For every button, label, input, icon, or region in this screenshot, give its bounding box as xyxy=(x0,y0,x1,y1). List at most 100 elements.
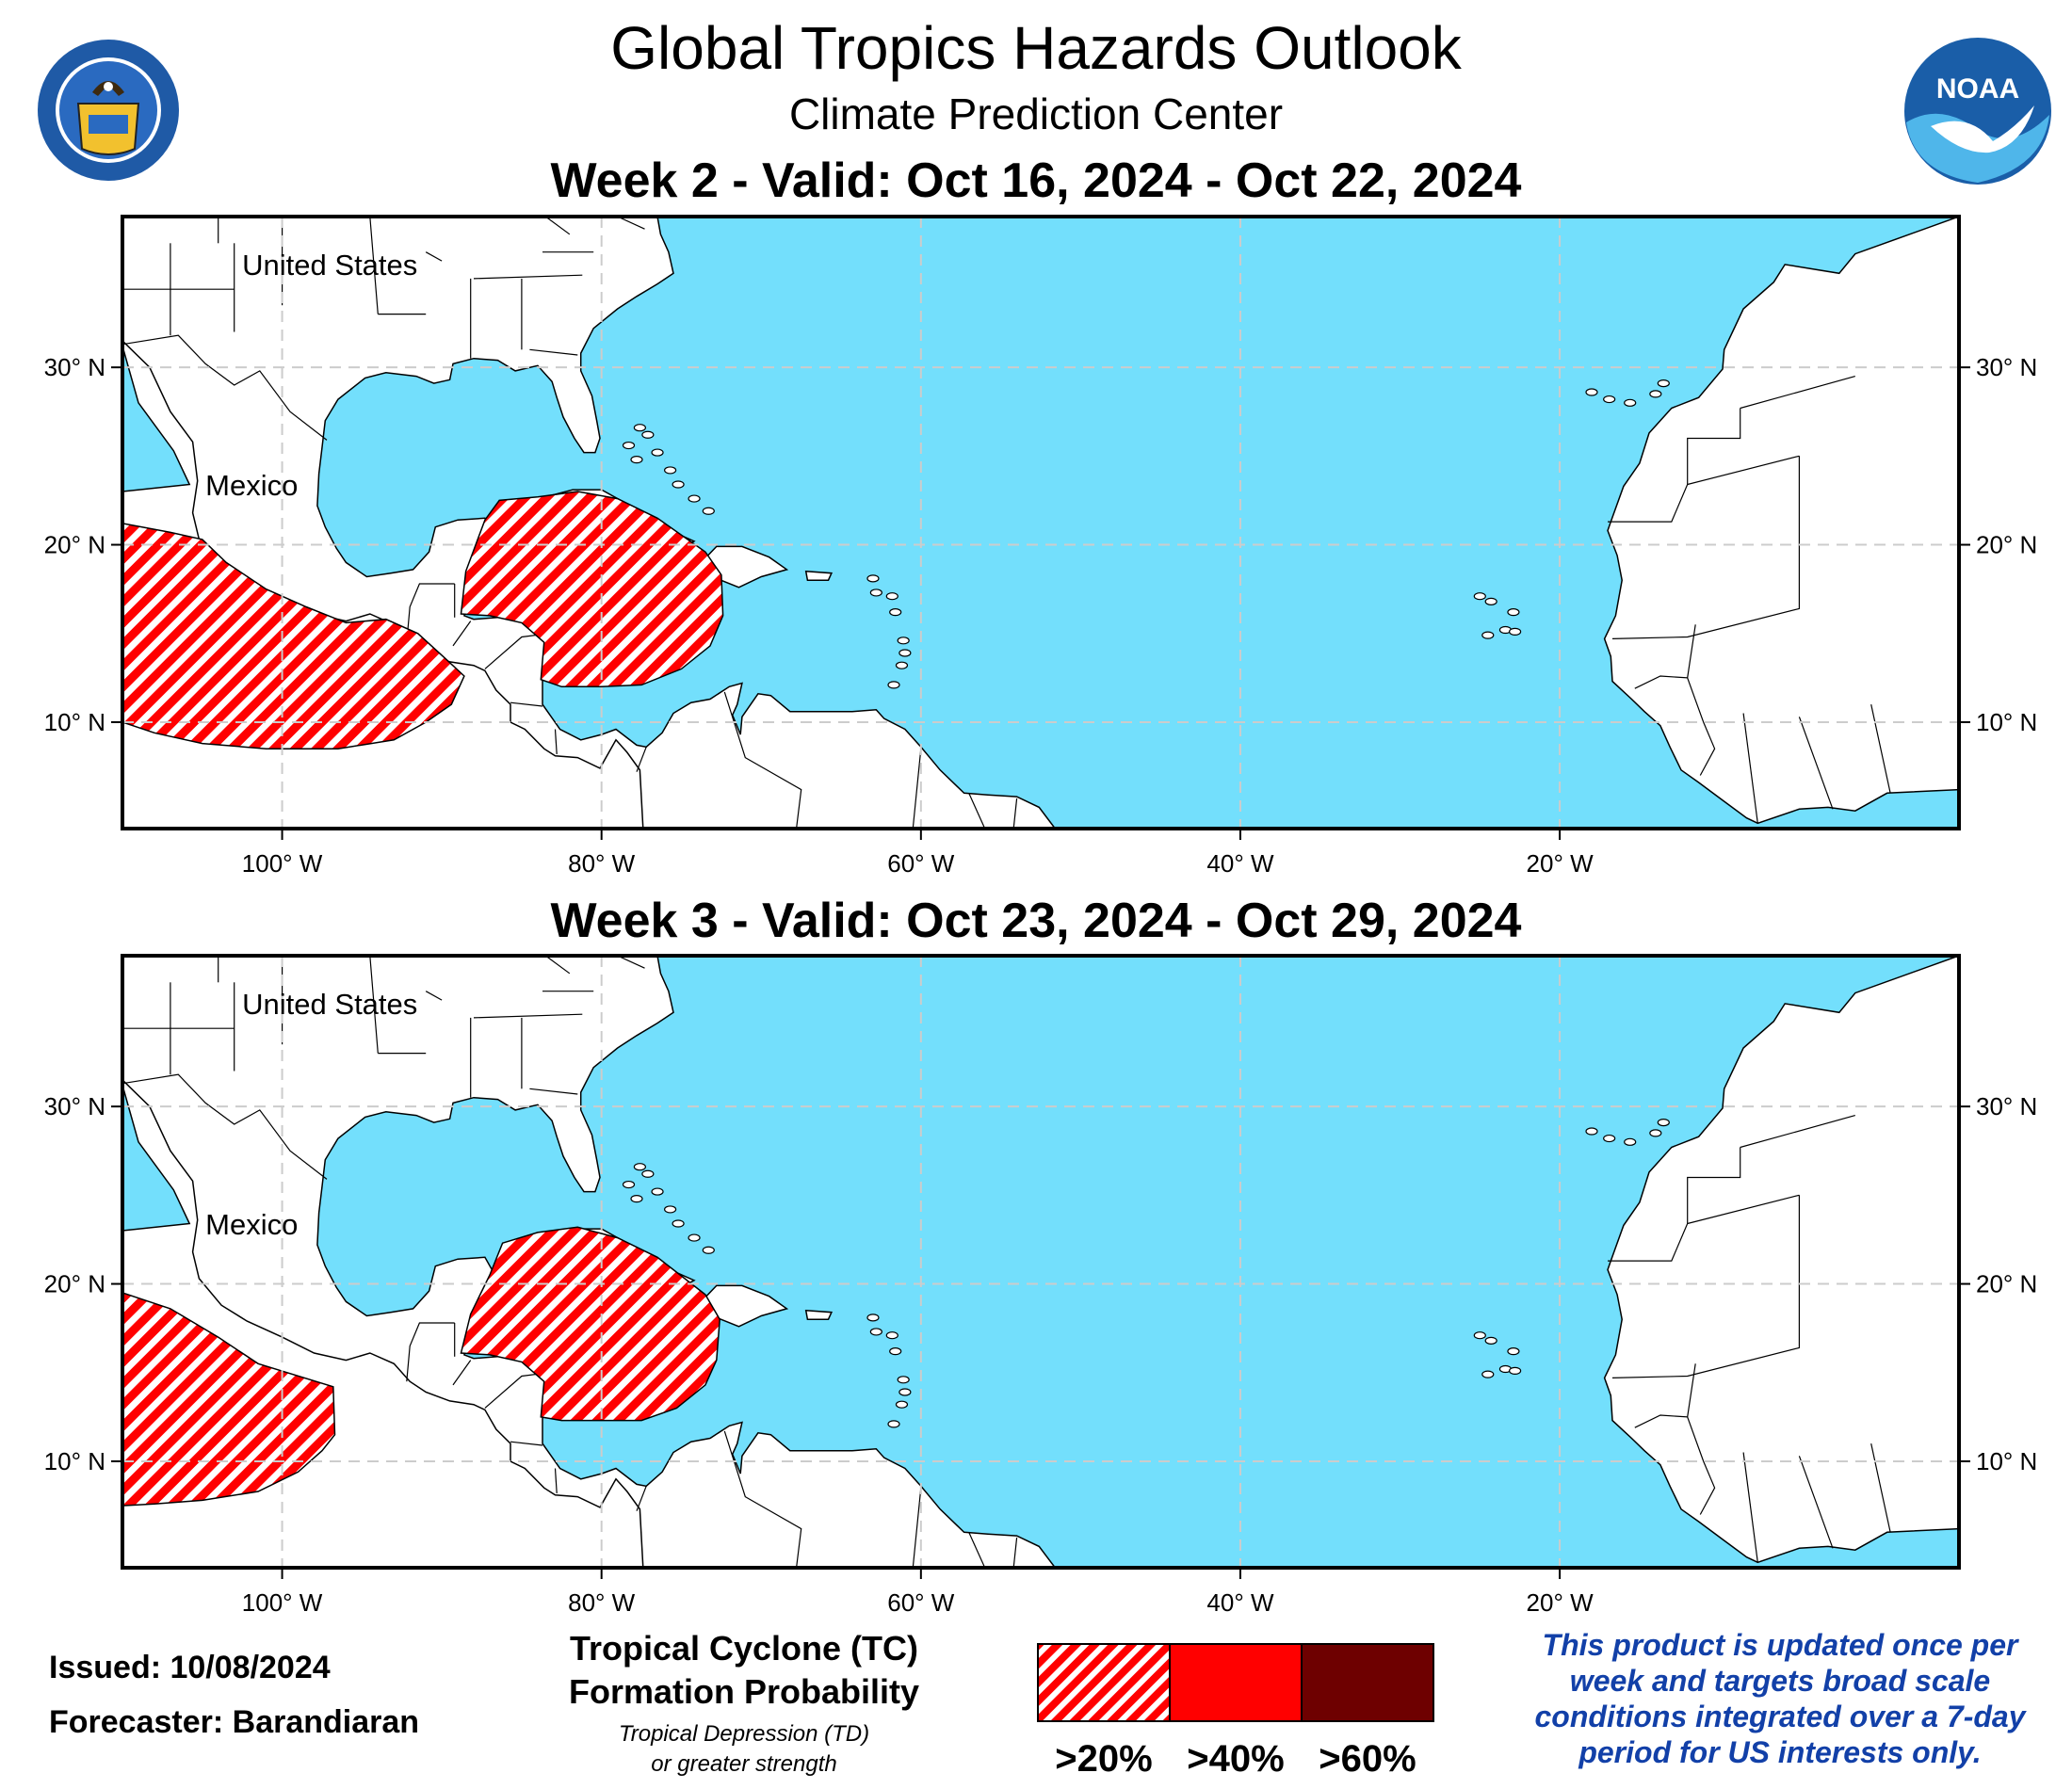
island xyxy=(1473,592,1486,601)
island xyxy=(1585,388,1598,396)
island xyxy=(630,456,643,464)
border-line xyxy=(1687,1416,1716,1515)
week3-map: United States Mexico 30° N 30° N 20° N 20° N 1… xyxy=(44,954,2037,1617)
lat-label-left: 20° N xyxy=(44,1270,105,1298)
border-line xyxy=(968,1532,986,1568)
hazard-area-eastern-pacific xyxy=(122,523,465,749)
svg-text:NOAA: NOAA xyxy=(1936,73,2019,105)
border-line xyxy=(406,583,455,643)
island xyxy=(885,592,898,601)
border-line xyxy=(1634,624,1696,689)
border-line xyxy=(912,749,922,829)
lat-label-right: 10° N xyxy=(1976,708,2037,736)
land-west-africa xyxy=(1603,217,1959,825)
border-line xyxy=(1687,677,1716,776)
island xyxy=(672,480,685,489)
island xyxy=(1603,395,1616,404)
border-line xyxy=(1870,703,1891,794)
island xyxy=(633,1163,646,1171)
lat-label-right: 20° N xyxy=(1976,531,2037,559)
week3-title: Week 3 - Valid: Oct 23, 2024 - Oct 29, 2… xyxy=(550,894,1522,948)
border-line xyxy=(406,1322,455,1382)
week2-title: Week 2 - Valid: Oct 16, 2024 - Oct 22, 2… xyxy=(550,153,1522,208)
lat-label-right: 30° N xyxy=(1976,1092,2037,1120)
hazard-area-caribbean xyxy=(460,491,724,688)
border-line xyxy=(529,348,578,356)
border-line xyxy=(529,1088,578,1095)
island xyxy=(889,608,902,617)
island xyxy=(688,1233,701,1242)
island xyxy=(895,661,909,669)
border-line xyxy=(473,274,583,280)
border-line xyxy=(617,217,645,230)
island xyxy=(1484,1336,1497,1345)
border-line xyxy=(544,217,571,235)
island xyxy=(866,574,880,583)
island xyxy=(1624,1137,1637,1146)
map-frame xyxy=(121,954,1961,1570)
border-line xyxy=(1687,455,1800,486)
border-line xyxy=(510,701,543,707)
border-line xyxy=(1798,1456,1834,1549)
island xyxy=(651,448,664,457)
island xyxy=(1473,1331,1486,1340)
island xyxy=(1624,398,1637,407)
lon-label: 40° W xyxy=(1206,1588,1274,1617)
border-line xyxy=(1012,1537,1018,1568)
island xyxy=(1649,390,1662,398)
island xyxy=(664,1205,677,1214)
legend-swatch-60 xyxy=(1301,1643,1434,1722)
island xyxy=(897,1376,910,1384)
border-line xyxy=(968,793,986,829)
lat-label-left: 10° N xyxy=(44,1447,105,1475)
island xyxy=(1481,1370,1495,1378)
border-line xyxy=(1742,713,1758,824)
border-line xyxy=(554,729,558,754)
border-line xyxy=(452,621,472,647)
legend-label-60: >60% xyxy=(1319,1738,1416,1780)
lat-label-left: 30° N xyxy=(44,353,105,381)
border-line xyxy=(122,334,328,441)
island xyxy=(1509,627,1522,636)
island xyxy=(622,1180,636,1189)
border-line xyxy=(1740,376,1855,410)
border-line xyxy=(369,217,379,314)
page-title: Global Tropics Hazards Outlook xyxy=(610,14,1462,82)
lon-label: 40° W xyxy=(1206,849,1274,878)
island xyxy=(898,649,912,657)
lat-label-left: 30° N xyxy=(44,1092,105,1120)
legend-swatch-40 xyxy=(1169,1643,1303,1722)
island xyxy=(1603,1134,1616,1143)
commerce-seal-logo xyxy=(36,38,181,183)
island xyxy=(633,424,646,432)
island xyxy=(702,1246,715,1254)
lat-label-left: 20° N xyxy=(44,531,105,559)
island xyxy=(1509,1366,1522,1375)
issued-date: Issued: 10/08/2024 xyxy=(49,1650,331,1685)
border-line xyxy=(1608,408,1741,523)
border-line xyxy=(912,1488,922,1568)
island xyxy=(702,507,715,515)
island xyxy=(651,1187,664,1196)
commerce-seal-icon xyxy=(38,40,179,181)
lon-label: 20° W xyxy=(1527,849,1594,878)
island xyxy=(672,1219,685,1228)
border-line xyxy=(554,1468,558,1493)
island xyxy=(887,681,900,689)
noaa-logo: NOAA xyxy=(1902,36,2053,186)
legend-label-40: >40% xyxy=(1187,1738,1285,1780)
lon-label: 100° W xyxy=(242,849,323,878)
border-line xyxy=(1608,1147,1741,1262)
island xyxy=(898,1388,912,1396)
island xyxy=(641,1169,655,1178)
lat-label-left: 10° N xyxy=(44,708,105,736)
lon-label: 80° W xyxy=(568,849,636,878)
lon-label: 60° W xyxy=(887,1588,955,1617)
island xyxy=(1507,608,1520,617)
land-puerto-rico xyxy=(804,570,834,581)
forecaster-name: Forecaster: Barandiaran xyxy=(49,1704,420,1740)
island xyxy=(1484,597,1497,605)
lat-label-right: 10° N xyxy=(1976,1447,2037,1475)
border-line xyxy=(122,1073,328,1180)
probability-legend xyxy=(1037,1643,1434,1722)
